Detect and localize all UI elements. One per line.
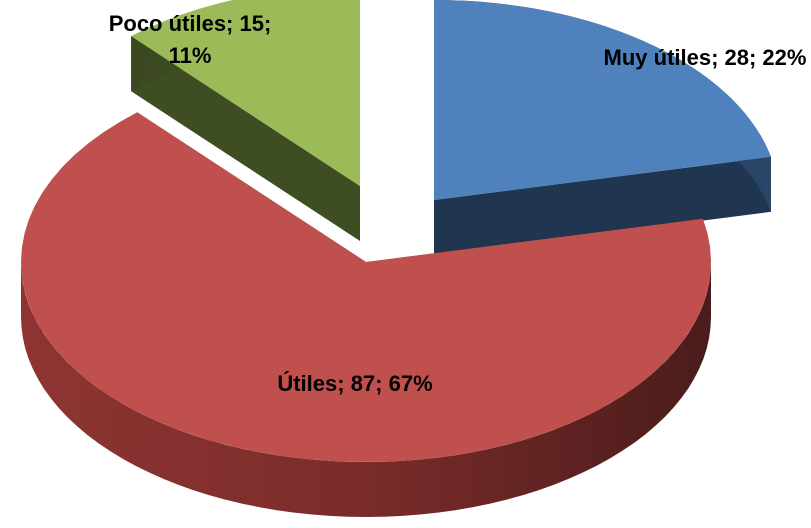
slice-wall: [131, 36, 360, 241]
slice: [434, 0, 771, 200]
slice: [21, 112, 711, 462]
slice: [131, 0, 360, 186]
data-label: Poco útiles; 15; 11%: [108, 11, 272, 68]
slice-wall: [434, 156, 771, 255]
data-label: Muy útiles; 28; 22%: [603, 45, 807, 70]
slice-side: [21, 262, 711, 517]
data-label: Útiles; 87; 67%: [277, 371, 433, 396]
